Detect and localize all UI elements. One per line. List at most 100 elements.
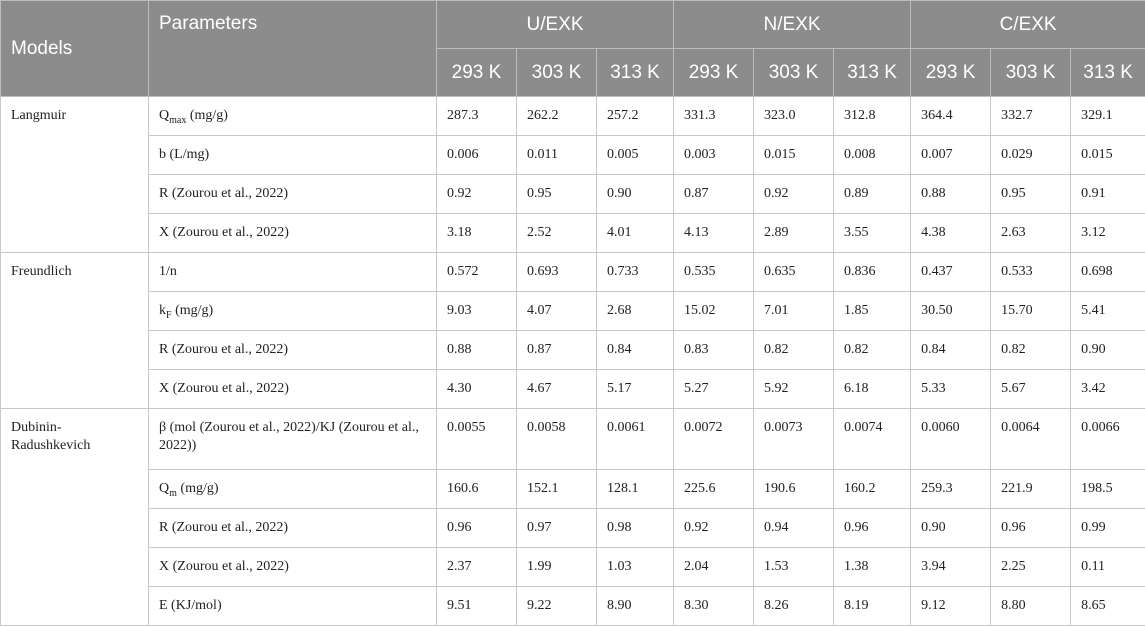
value-cell: 2.52: [517, 214, 597, 253]
temp-header: 303 K: [754, 49, 834, 97]
parameter-cell: Qmax (mg/g): [149, 97, 437, 136]
value-cell: 0.88: [437, 331, 517, 370]
value-cell: 5.27: [674, 370, 754, 409]
value-cell: 1.38: [834, 548, 911, 587]
value-cell: 4.13: [674, 214, 754, 253]
parameter-symbol: β (mol (Zourou et al., 2022)/KJ (Zourou …: [159, 420, 419, 453]
value-cell: 259.3: [911, 470, 991, 509]
value-cell: 5.17: [597, 370, 674, 409]
value-cell: 5.41: [1071, 292, 1145, 331]
value-cell: 0.0073: [754, 409, 834, 470]
parameter-cell: β (mol (Zourou et al., 2022)/KJ (Zourou …: [149, 409, 437, 470]
value-cell: 225.6: [674, 470, 754, 509]
value-cell: 160.6: [437, 470, 517, 509]
value-cell: 8.30: [674, 587, 754, 626]
value-cell: 0.98: [597, 509, 674, 548]
value-cell: 3.55: [834, 214, 911, 253]
value-cell: 1.03: [597, 548, 674, 587]
temp-header: 313 K: [1071, 49, 1145, 97]
value-cell: 0.015: [754, 136, 834, 175]
value-cell: 0.836: [834, 253, 911, 292]
parameter-unit: (mg/g): [186, 108, 228, 123]
value-cell: 262.2: [517, 97, 597, 136]
value-cell: 0.698: [1071, 253, 1145, 292]
value-cell: 323.0: [754, 97, 834, 136]
value-cell: 9.12: [911, 587, 991, 626]
value-cell: 0.0074: [834, 409, 911, 470]
parameter-subscript: max: [169, 115, 186, 126]
value-cell: 4.07: [517, 292, 597, 331]
value-cell: 30.50: [911, 292, 991, 331]
value-cell: 0.82: [834, 331, 911, 370]
value-cell: 0.82: [991, 331, 1071, 370]
value-cell: 5.67: [991, 370, 1071, 409]
temp-header: 293 K: [437, 49, 517, 97]
value-cell: 15.02: [674, 292, 754, 331]
value-cell: 0.005: [597, 136, 674, 175]
temp-header: 313 K: [834, 49, 911, 97]
parameter-cell: kF (mg/g): [149, 292, 437, 331]
parameter-cell: Qm (mg/g): [149, 470, 437, 509]
value-cell: 2.37: [437, 548, 517, 587]
value-cell: 3.18: [437, 214, 517, 253]
value-cell: 0.88: [911, 175, 991, 214]
value-cell: 8.26: [754, 587, 834, 626]
parameter-symbol: Q: [159, 108, 169, 123]
value-cell: 0.011: [517, 136, 597, 175]
value-cell: 8.65: [1071, 587, 1145, 626]
parameter-cell: X (Zourou et al., 2022): [149, 370, 437, 409]
group-header-n-exk: N/EXK: [674, 1, 911, 49]
value-cell: 0.0060: [911, 409, 991, 470]
value-cell: 0.0058: [517, 409, 597, 470]
value-cell: 0.572: [437, 253, 517, 292]
value-cell: 0.007: [911, 136, 991, 175]
temp-header: 303 K: [991, 49, 1071, 97]
parameter-symbol: Q: [159, 481, 169, 496]
value-cell: 190.6: [754, 470, 834, 509]
value-cell: 0.96: [991, 509, 1071, 548]
value-cell: 0.0066: [1071, 409, 1145, 470]
parameter-symbol: k: [159, 303, 166, 318]
models-header: Models: [1, 1, 149, 97]
value-cell: 0.437: [911, 253, 991, 292]
parameter-cell: E (KJ/mol): [149, 587, 437, 626]
value-cell: 160.2: [834, 470, 911, 509]
value-cell: 1.99: [517, 548, 597, 587]
value-cell: 128.1: [597, 470, 674, 509]
value-cell: 0.92: [437, 175, 517, 214]
value-cell: 5.33: [911, 370, 991, 409]
model-name-cell: Freundlich: [1, 253, 149, 409]
value-cell: 5.92: [754, 370, 834, 409]
value-cell: 8.80: [991, 587, 1071, 626]
value-cell: 0.96: [834, 509, 911, 548]
value-cell: 9.51: [437, 587, 517, 626]
value-cell: 329.1: [1071, 97, 1145, 136]
value-cell: 0.95: [517, 175, 597, 214]
parameter-symbol: X (Zourou et al., 2022): [159, 559, 289, 574]
value-cell: 8.19: [834, 587, 911, 626]
value-cell: 0.84: [597, 331, 674, 370]
value-cell: 0.97: [517, 509, 597, 548]
value-cell: 0.90: [911, 509, 991, 548]
value-cell: 0.693: [517, 253, 597, 292]
value-cell: 1.53: [754, 548, 834, 587]
parameter-symbol: R (Zourou et al., 2022): [159, 520, 288, 535]
parameter-symbol: X (Zourou et al., 2022): [159, 225, 289, 240]
value-cell: 0.92: [754, 175, 834, 214]
value-cell: 0.003: [674, 136, 754, 175]
model-name-cell: Langmuir: [1, 97, 149, 253]
value-cell: 9.03: [437, 292, 517, 331]
temp-header: 293 K: [911, 49, 991, 97]
group-header-u-exk: U/EXK: [437, 1, 674, 49]
parameter-symbol: b (L/mg): [159, 147, 209, 162]
value-cell: 312.8: [834, 97, 911, 136]
value-cell: 0.89: [834, 175, 911, 214]
